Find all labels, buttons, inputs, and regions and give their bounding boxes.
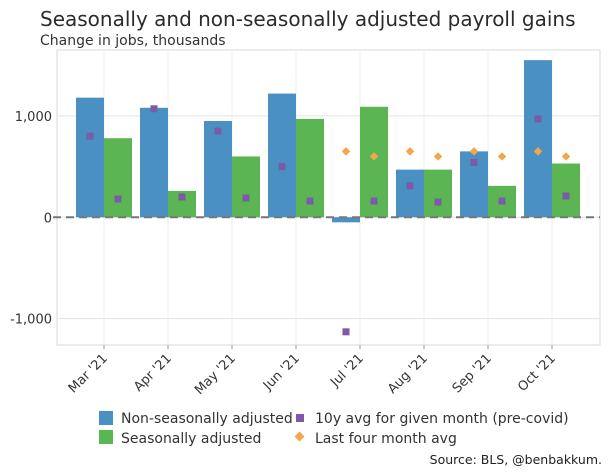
y-tick-label: 1,000 [15,110,52,125]
marker-4mo-nsa [469,147,479,156]
legend-label-10y: 10y avg for given month (pre-covid) [315,411,569,427]
marker-4mo-nsa [405,147,415,156]
bar-sa [104,138,132,218]
marker-4mo-sa [433,152,443,161]
marker-10y-nsa [470,159,478,167]
marker-10y-nsa [214,127,222,135]
x-tick-label: Mar '21 [66,351,111,396]
marker-10y-sa [434,198,442,206]
marker-4mo-nsa [341,147,351,156]
x-tick-label: Aug '21 [385,351,431,397]
plot-area: -1,000 0 1,000 Mar '21 Apr '21 May '21 Jun '21… [10,49,601,398]
source-note: Source: BLS, @benbakkum. [430,452,602,467]
bar-nsa [268,93,296,218]
bar-sa [232,156,260,218]
marker-10y-nsa [342,328,350,336]
bar-nsa [524,60,552,218]
marker-10y-nsa [534,115,542,123]
legend-label-sa: Seasonally adjusted [121,431,261,447]
x-tick-label: Jul '21 [327,351,367,391]
marker-10y-sa [114,195,122,203]
bar-nsa [76,97,104,218]
chart-subtitle: Change in jobs, thousands [40,33,226,49]
plot-background [56,49,601,346]
marker-4mo-sa [497,152,507,161]
bar-nsa [140,107,168,218]
y-tick-label: 0 [44,211,52,226]
legend-swatch-nsa [99,411,113,425]
marker-10y-nsa [150,105,158,113]
x-tick-label: Jun '21 [260,351,303,394]
y-tick-label: -1,000 [10,313,52,328]
marker-10y-sa [370,197,378,205]
bar-sa [424,169,452,218]
bar-nsa [396,169,424,218]
marker-10y-sa [178,193,186,201]
chart-title: Seasonally and non-seasonally adjusted p… [40,7,576,31]
legend-swatch-10y [296,414,304,422]
bar-nsa [204,120,232,218]
marker-10y-nsa [406,182,414,190]
marker-10y-sa [242,194,250,202]
marker-10y-nsa [86,132,94,140]
x-tick-label: Sep '21 [450,351,495,396]
marker-4mo-sa [369,152,379,161]
legend-swatch-4mo [294,431,305,442]
legend-swatch-sa [99,430,113,444]
x-tick-label: Oct '21 [515,351,559,395]
bar-nsa [332,217,360,223]
legend: Non-seasonally adjusted Seasonally adjus… [99,411,569,447]
marker-10y-nsa [278,163,286,171]
x-tick-label: Apr '21 [131,351,175,395]
x-tick-label: May '21 [192,351,239,398]
legend-label-nsa: Non-seasonally adjusted [121,411,293,427]
legend-label-4mo: Last four month avg [315,431,457,447]
marker-10y-sa [562,192,570,200]
bar-sa [552,163,580,218]
marker-10y-sa [306,197,314,205]
marker-10y-sa [498,197,506,205]
